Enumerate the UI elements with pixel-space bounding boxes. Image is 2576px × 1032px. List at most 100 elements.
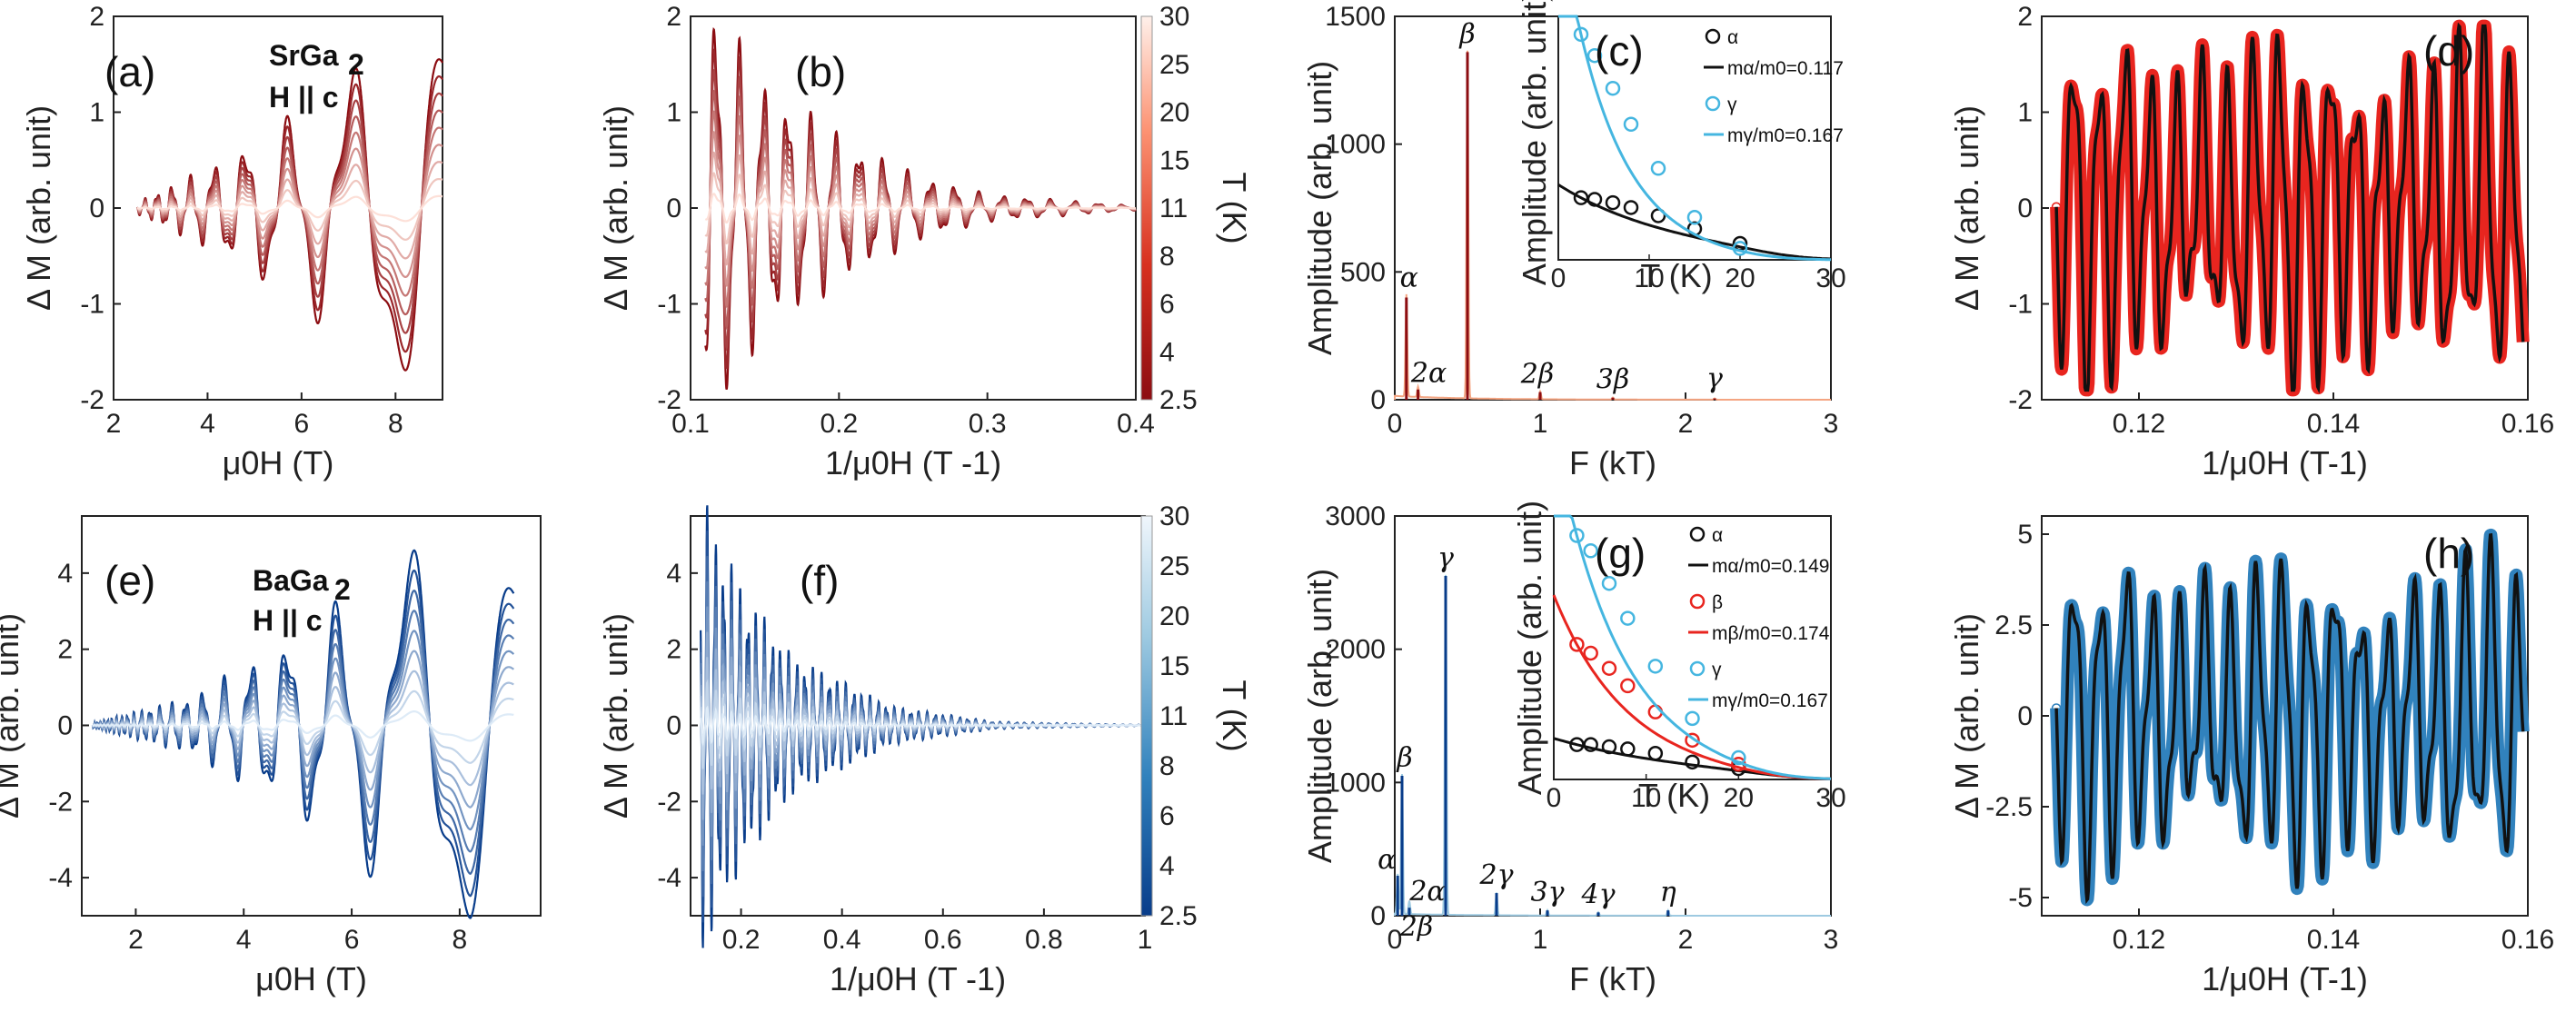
panel-g-inset-xlabel: T (K) (1638, 777, 1710, 814)
panel-c-inset-point-γ (1732, 241, 1748, 256)
panel-e-xlabel: μ0H (T) (255, 960, 367, 997)
panel-b-xtick-label: 0.3 (969, 409, 1007, 439)
panel-c-inset-point-γ (1650, 161, 1666, 176)
panel-g-inset-point-β (1601, 660, 1617, 676)
panel-h-ytick-label: -2.5 (1985, 792, 2033, 822)
panel-g-legend-marker-α (1689, 526, 1706, 542)
panel-c-inset-xtick-label: 10 (1634, 263, 1664, 293)
panel-g-inset-point-α (1601, 739, 1617, 755)
panel-e-ytick-label: -4 (48, 863, 73, 893)
panel-e-ylabel: Δ M (arb. unit) (0, 613, 25, 819)
panel-b-ytick-label: 1 (666, 98, 681, 128)
panel-a-xtick-label: 4 (200, 409, 215, 439)
panel-e-field: H || c (253, 604, 323, 637)
panel-b-ytick-label: -2 (657, 385, 681, 415)
panel-b-colorbar-tick: 8 (1159, 242, 1175, 272)
panel-h-xtick-label: 0.12 (2113, 925, 2165, 955)
panel-a-xtick-label: 8 (388, 409, 403, 439)
panel-b-ytick-label: 0 (666, 194, 681, 223)
panel-c-peak-label: 2α (1410, 358, 1447, 390)
panel-g-inset-point-γ (1601, 575, 1617, 591)
panel-g-inset-point-γ (1731, 749, 1746, 766)
panel-b-colorbar-label: T (K) (1216, 172, 1253, 243)
panel-e-xtick-label: 8 (453, 925, 468, 955)
panel-f-colorbar (1140, 515, 1153, 917)
panel-d-ytick-label: 2 (2017, 2, 2033, 32)
panel-g-inset-xtick-label: 10 (1631, 783, 1661, 813)
panel-g-peak-label: 2α (1408, 876, 1445, 908)
panel-c-legend-label: γ (1727, 94, 1737, 115)
panel-g-ytick-label: 2000 (1325, 635, 1386, 665)
panel-g-legend-marker-γ (1689, 660, 1706, 677)
panel-c-inset-point-γ (1586, 47, 1603, 64)
panel-g-legend-label: γ (1712, 660, 1722, 680)
panel-a-field: H || c (269, 81, 339, 114)
panel-h-ylabel: Δ M (arb. unit) (1948, 613, 1985, 819)
panel-a-ytick-label: -2 (80, 385, 104, 415)
panel-f-xtick-label: 0.2 (722, 925, 761, 955)
panel-g-peak-label: 3γ (1530, 877, 1564, 908)
panel-c-legend-marker-α (1705, 28, 1721, 45)
panel-a-curve-T8 (136, 194, 443, 223)
panel-c-xtick-label: 1 (1533, 409, 1548, 439)
panel-g-inset-point-β (1620, 678, 1636, 694)
panel-f-colorbar-tick: 20 (1159, 601, 1189, 631)
panel-g-inset-point-γ (1685, 710, 1700, 727)
panel-f-ytick-label: -4 (657, 863, 681, 893)
panel-d-xtick-label: 0.16 (2501, 409, 2554, 439)
panel-b-label: (b) (795, 48, 846, 95)
panel-c-ylabel: Amplitude (arb. unit) (1301, 61, 1338, 355)
panel-g-xlabel: F (kT) (1569, 960, 1656, 997)
panel-g-peak-label: 4γ (1580, 878, 1615, 910)
panel-g-peak-label: 2γ (1478, 859, 1513, 891)
panel-e-curve-T8 (92, 710, 514, 742)
panel-f-ytick-label: 4 (666, 559, 681, 589)
panel-b-colorbar-tick: 30 (1159, 2, 1189, 32)
panel-f-colorbar-tick: 30 (1159, 501, 1189, 531)
panel-h-fit-line (2054, 532, 2525, 905)
panel-c-ytick-label: 0 (1370, 385, 1386, 415)
panel-d-ytick-label: -2 (2008, 385, 2033, 415)
panel-g-legend-label: mγ/m0=0.167 (1712, 690, 1828, 711)
panel-g-inset-fit-γ (1554, 514, 1832, 780)
panel-d-ylabel: Δ M (arb. unit) (1948, 105, 1985, 311)
panel-h-ytick-label: 5 (2017, 520, 2033, 550)
panel-c-inset-fit-γ (1558, 15, 1831, 262)
panel-f-xtick-label: 0.6 (924, 925, 962, 955)
panel-g-ytick-label: 3000 (1325, 501, 1386, 531)
panel-g-inset-point-α (1647, 745, 1664, 761)
panel-e-ytick-label: -2 (48, 787, 73, 817)
panel-f-xlabel: 1/μ0H (T -1) (830, 960, 1006, 997)
panel-f-colorbar-label: T (K) (1216, 680, 1253, 751)
panel-g-peak-label: η (1660, 877, 1676, 908)
panel-c-label: (c) (1595, 27, 1644, 74)
panel-c-inset-fit-α (1557, 184, 1832, 261)
panel-e-xtick-label: 4 (236, 925, 252, 955)
panel-h-data-point (2353, 650, 2363, 660)
panel-f-xtick-label: 0.4 (823, 925, 861, 955)
panel-b-colorbar (1140, 15, 1153, 401)
panel-c-peak-label: 3β (1596, 364, 1629, 396)
panel-g-xtick-label: 1 (1533, 925, 1548, 955)
panel-f-xtick-label: 1 (1138, 925, 1153, 955)
panel-g-legend-label: α (1712, 525, 1723, 546)
panel-b-colorbar-tick: 25 (1159, 50, 1189, 80)
panel-b-colorbar-tick: 20 (1159, 98, 1189, 128)
panel-f-colorbar-tick: 11 (1159, 701, 1188, 731)
panel-d-fit-line (2054, 22, 2525, 394)
panel-b-colorbar-tick: 15 (1159, 145, 1189, 175)
panel-h-xtick-label: 0.14 (2307, 925, 2360, 955)
panel-f-curve-T8 (700, 705, 1145, 747)
panel-a-ylabel: Δ M (arb. unit) (20, 105, 57, 311)
panel-b-xtick-label: 0.2 (820, 409, 858, 439)
panel-c-inset-ylabel: Amplitude (arb. unit) (1516, 0, 1553, 285)
panel-h-ytick-label: 0 (2017, 701, 2033, 731)
panel-a-xlabel: μ0H (T) (223, 444, 334, 481)
panel-c-xlabel: F (kT) (1569, 444, 1656, 481)
panel-g-legend-label: β (1712, 592, 1723, 613)
panel-b-xtick-label: 0.4 (1117, 409, 1155, 439)
panel-g-inset-xtick-label: 20 (1724, 783, 1754, 813)
panel-d-xlabel: 1/μ0H (T-1) (2202, 444, 2368, 481)
panel-a-ytick-label: 2 (89, 2, 104, 32)
